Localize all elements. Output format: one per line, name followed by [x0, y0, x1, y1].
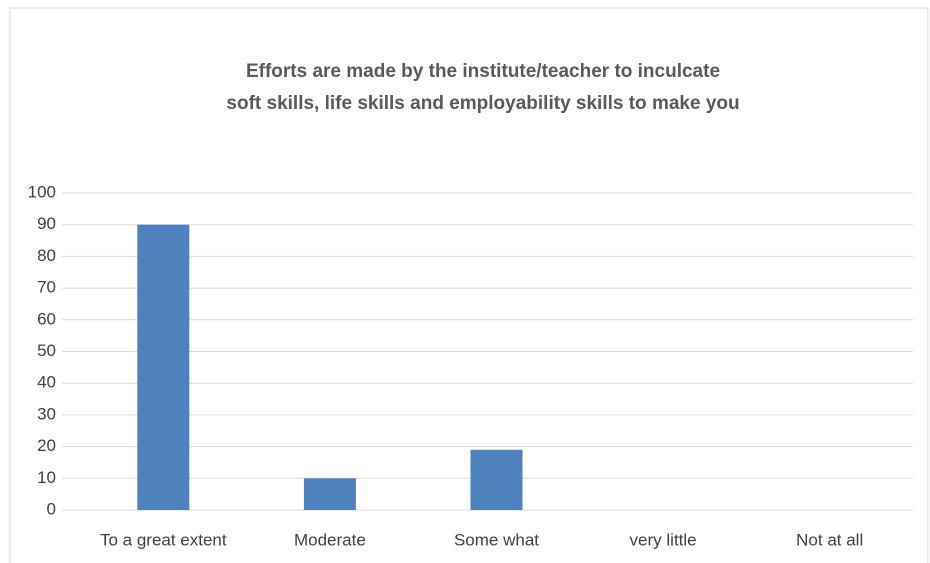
y-tick-label: 50 [37, 341, 56, 360]
bar [470, 449, 523, 510]
y-tick-label: 30 [37, 404, 56, 423]
y-tick-label: 60 [37, 309, 56, 328]
x-tick-label: very little [630, 530, 697, 549]
x-tick-label: Moderate [294, 530, 366, 549]
y-tick-label: 100 [28, 182, 56, 201]
y-tick-label: 40 [37, 373, 56, 392]
y-tick-label: 80 [37, 246, 56, 265]
y-tick-label: 90 [37, 214, 56, 233]
bar [137, 224, 190, 510]
y-tick-label: 10 [37, 468, 56, 487]
bar [303, 478, 356, 510]
y-tick-label: 0 [47, 499, 56, 518]
chart-title: Efforts are made by the institute/teache… [246, 61, 720, 82]
x-tick-label: To a great extent [100, 530, 227, 549]
x-tick-label: Not at all [796, 530, 863, 549]
y-tick-label: 20 [37, 436, 56, 455]
x-tick-label: Some what [454, 530, 539, 549]
chart-title: soft skills, life skills and employabili… [226, 93, 739, 114]
y-tick-label: 70 [37, 278, 56, 297]
